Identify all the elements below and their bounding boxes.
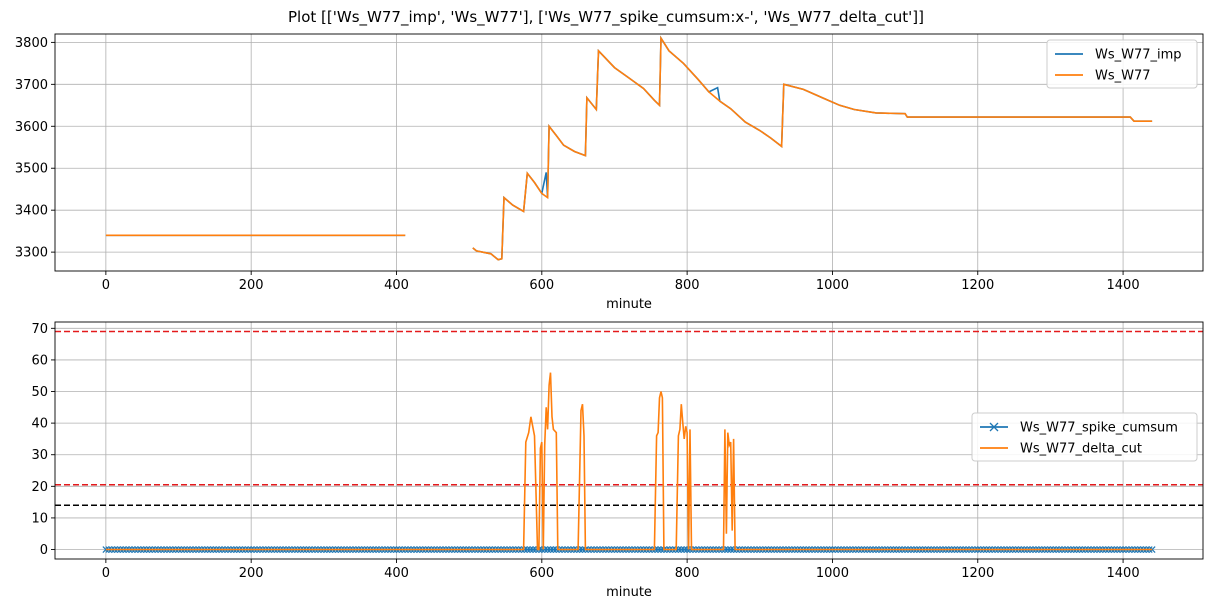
plot-area <box>105 35 1153 261</box>
series-marker <box>526 546 534 553</box>
x-tick-label: 1200 <box>961 566 994 581</box>
x-tick-label: 1400 <box>1107 278 1140 293</box>
x-tick-label: 800 <box>675 278 700 293</box>
series-marker <box>544 546 552 553</box>
x-tick-label: 200 <box>239 566 264 581</box>
series-marker <box>579 546 586 553</box>
series-marker <box>529 546 537 553</box>
series-marker <box>724 546 732 553</box>
axes-frame <box>54 33 1204 272</box>
y-tick-label: 3800 <box>15 36 48 51</box>
legend: Ws_W77_imp Ws_W77 <box>1046 39 1198 89</box>
x-axis-label: minute <box>606 297 652 312</box>
x-tick-label: 0 <box>102 566 110 581</box>
legend-label: Ws_W77 <box>1095 69 1151 84</box>
plot-area <box>55 330 1203 553</box>
x-tick-label: 1200 <box>961 278 994 293</box>
series-marker <box>547 546 554 553</box>
legend-box <box>971 412 1198 462</box>
legend-label: Ws_W77_spike_cumsum <box>1020 421 1178 436</box>
legend-label: Ws_W77_imp <box>1095 48 1182 63</box>
series-marker <box>727 546 735 553</box>
legend-marker <box>989 422 999 432</box>
x-tick-label: 1000 <box>816 566 849 581</box>
series-marker <box>550 546 557 553</box>
y-tick-label: 3300 <box>15 246 48 261</box>
y-tick-label: 3500 <box>15 162 48 177</box>
y-tick-label: 30 <box>31 448 48 463</box>
x-tick-label: 600 <box>529 278 554 293</box>
series-marker <box>680 546 688 553</box>
y-tick-label: 3700 <box>15 78 48 93</box>
y-tick-label: 3600 <box>15 120 48 135</box>
x-tick-label: 0 <box>102 278 110 293</box>
y-tick-label: 20 <box>31 480 48 495</box>
top-axes: 0 200 400 600 800 1000 1200 1400 3300 3400 3500 360… <box>15 33 1204 312</box>
y-tick-label: 10 <box>31 511 48 526</box>
series-marker <box>1148 546 1156 553</box>
y-tick-label: 3400 <box>15 204 48 219</box>
legend-box <box>1046 39 1198 89</box>
y-tick-label: 70 <box>31 322 48 337</box>
series-marker <box>677 546 685 553</box>
x-tick-label: 800 <box>675 566 700 581</box>
series-line-Ws_W77 <box>472 35 1153 261</box>
x-tick-label: 200 <box>239 278 264 293</box>
x-axis-label: minute <box>606 585 652 600</box>
legend: Ws_W77_spike_cumsum Ws_W77_delta_cut <box>971 412 1198 462</box>
axes-frame <box>54 321 1204 560</box>
series-marker <box>102 546 110 553</box>
series-line-Ws_W77_delta_cut <box>105 372 1153 551</box>
x-tick-label: 1400 <box>1107 566 1140 581</box>
y-tick-label: 50 <box>31 385 48 400</box>
x-tick-label: 400 <box>384 566 409 581</box>
y-tick-label: 0 <box>40 543 48 558</box>
x-tick-label: 400 <box>384 278 409 293</box>
bottom-axes: 0 200 400 600 800 1000 1200 1400 0 10 20 30 40 50 60 70… <box>31 321 1204 600</box>
series-marker <box>657 546 665 553</box>
x-tick-label: 1000 <box>816 278 849 293</box>
y-tick-label: 40 <box>31 417 48 432</box>
legend-label: Ws_W77_delta_cut <box>1020 442 1142 457</box>
y-tick-label: 60 <box>31 353 48 368</box>
figure-title: Plot [['Ws_W77_imp', 'Ws_W77'], ['Ws_W77… <box>288 8 924 27</box>
x-tick-label: 600 <box>529 566 554 581</box>
series-marker <box>523 546 531 553</box>
series-marker <box>654 546 662 553</box>
